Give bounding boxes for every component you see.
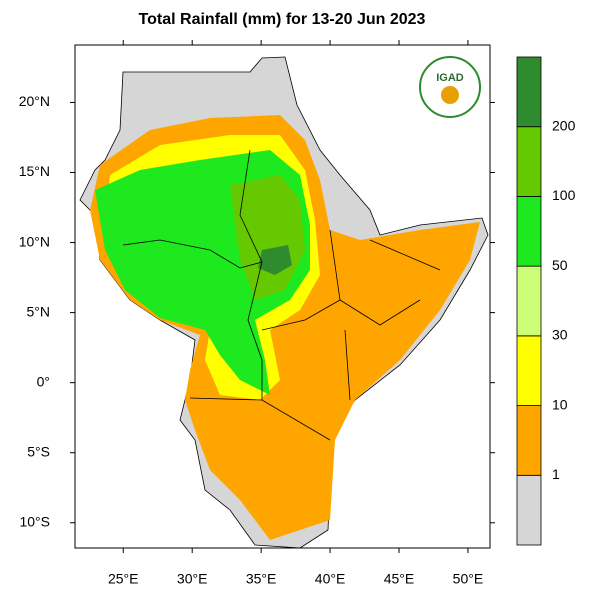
colorbar-swatch (516, 126, 542, 197)
colorbar-label: 10 (552, 396, 568, 412)
colorbar-swatch (516, 405, 542, 476)
y-tick-label: 20°N (19, 93, 50, 109)
y-tick-label: 10°S (19, 513, 50, 529)
rain-midgreen (230, 175, 305, 300)
x-tick-label: 45°E (384, 571, 415, 587)
colorbar-label: 200 (552, 117, 576, 133)
colorbar-swatch (516, 196, 542, 267)
colorbar-label: 30 (552, 327, 568, 343)
borders (122, 149, 441, 441)
colorbar-swatch (516, 265, 542, 337)
colorbar-swatch (516, 474, 542, 546)
colorbar-swatch (516, 56, 542, 128)
y-tick-label: 0° (37, 373, 50, 389)
y-tick-label: 15°N (19, 163, 50, 179)
map-frame (74, 44, 491, 549)
x-tick-label: 30°E (177, 571, 208, 587)
colorbar-swatch (516, 335, 542, 406)
logo: IGAD (419, 56, 481, 118)
x-tick-label: 25°E (108, 571, 139, 587)
rain-darkgreen (258, 245, 292, 275)
title: Total Rainfall (mm) for 13-20 Jun 2023 (139, 11, 426, 28)
map (75, 45, 490, 548)
colorbar-label: 1 (552, 466, 560, 482)
x-tick-label: 40°E (315, 571, 346, 587)
x-tick-label: 35°E (246, 571, 277, 587)
y-tick-label: 5°S (27, 443, 50, 459)
colorbar-label: 50 (552, 257, 568, 273)
y-tick-label: 5°N (27, 303, 51, 319)
logo-text: IGAD (436, 72, 464, 84)
x-tick-label: 50°E (453, 571, 484, 587)
colorbar-label: 100 (552, 187, 576, 203)
y-tick-label: 10°N (19, 233, 50, 249)
